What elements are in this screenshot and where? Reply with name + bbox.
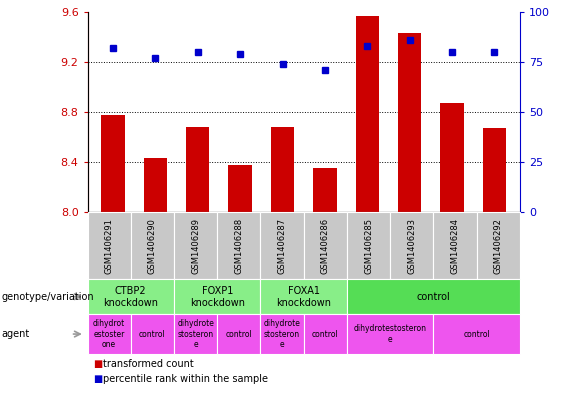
Text: agent: agent bbox=[2, 329, 30, 339]
Text: dihydrote
stosteron
e: dihydrote stosteron e bbox=[264, 319, 301, 349]
Text: dihydrot
estoster
one: dihydrot estoster one bbox=[93, 319, 125, 349]
Text: FOXP1
knockdown: FOXP1 knockdown bbox=[190, 286, 245, 307]
Text: GSM1406289: GSM1406289 bbox=[191, 218, 200, 274]
Text: GSM1406287: GSM1406287 bbox=[277, 218, 286, 274]
Text: CTBP2
knockdown: CTBP2 knockdown bbox=[103, 286, 158, 307]
Bar bbox=[313, 168, 337, 212]
Text: FOXA1
knockdown: FOXA1 knockdown bbox=[276, 286, 331, 307]
Bar bbox=[101, 114, 125, 212]
Text: GSM1406285: GSM1406285 bbox=[364, 218, 373, 274]
Text: ■: ■ bbox=[93, 358, 102, 369]
Text: dihydrote
stosteron
e: dihydrote stosteron e bbox=[177, 319, 214, 349]
Bar bbox=[271, 127, 294, 212]
Text: GSM1406293: GSM1406293 bbox=[407, 218, 416, 274]
Text: ■: ■ bbox=[93, 374, 102, 384]
Bar bbox=[398, 33, 421, 212]
Text: control: control bbox=[139, 330, 166, 338]
Text: control: control bbox=[312, 330, 338, 338]
Text: GSM1406286: GSM1406286 bbox=[321, 218, 330, 274]
Bar bbox=[483, 128, 506, 212]
Bar bbox=[186, 127, 210, 212]
Text: GSM1406284: GSM1406284 bbox=[450, 218, 459, 274]
Text: GSM1406290: GSM1406290 bbox=[148, 218, 157, 274]
Bar bbox=[228, 165, 252, 212]
Text: GSM1406291: GSM1406291 bbox=[105, 218, 114, 274]
Text: percentile rank within the sample: percentile rank within the sample bbox=[103, 374, 268, 384]
Text: GSM1406288: GSM1406288 bbox=[234, 218, 244, 274]
Text: dihydrotestosteron
e: dihydrotestosteron e bbox=[354, 324, 427, 344]
Text: control: control bbox=[225, 330, 252, 338]
Text: control: control bbox=[416, 292, 450, 302]
Bar bbox=[144, 158, 167, 212]
Text: genotype/variation: genotype/variation bbox=[2, 292, 94, 302]
Text: control: control bbox=[463, 330, 490, 338]
Bar bbox=[355, 16, 379, 212]
Text: transformed count: transformed count bbox=[103, 358, 194, 369]
Bar bbox=[440, 103, 464, 212]
Text: GSM1406292: GSM1406292 bbox=[494, 218, 503, 274]
